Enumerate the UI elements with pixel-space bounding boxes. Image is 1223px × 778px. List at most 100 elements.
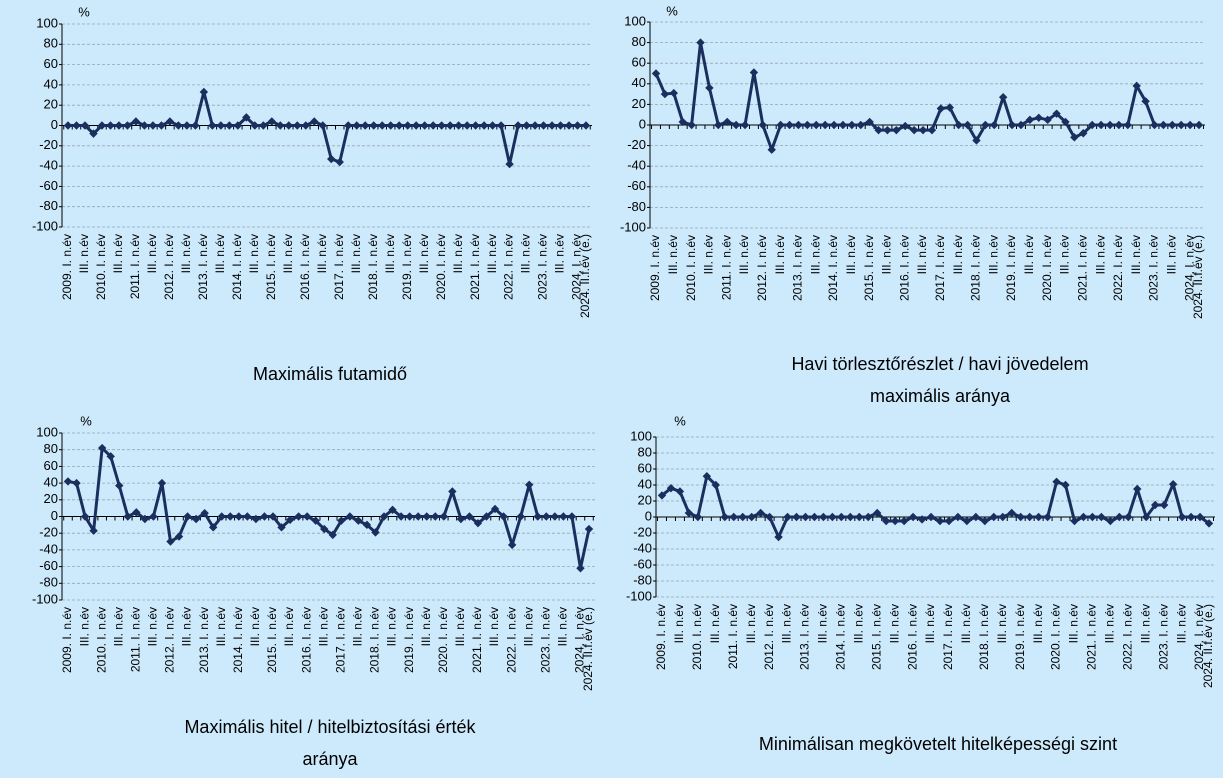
x-tick-label: III. n.év [1093, 235, 1107, 274]
data-point [838, 120, 848, 130]
chart-title: maximális aránya [870, 386, 1011, 406]
data-point [1070, 133, 1079, 142]
data-point [758, 120, 768, 130]
data-point [157, 121, 166, 130]
data-point [1007, 120, 1017, 130]
data-point [267, 117, 277, 126]
y-tick-label: 100 [624, 13, 646, 28]
y-tick-label: -20 [39, 137, 58, 152]
data-point [80, 512, 90, 521]
y-tick-label: -80 [627, 199, 646, 214]
data-point [810, 512, 819, 522]
data-point [953, 512, 963, 522]
data-point [1105, 120, 1115, 130]
data-point [311, 516, 320, 525]
x-tick-label: III. n.év [995, 604, 1009, 643]
data-point [829, 120, 839, 130]
data-point [166, 537, 175, 546]
data-point [482, 512, 491, 521]
y-tick-label: 20 [632, 96, 646, 111]
data-point [581, 121, 591, 130]
x-tick-label: III. n.év [556, 607, 570, 646]
x-tick-label: III. n.év [213, 234, 227, 273]
x-tick-label: 2014. I. n.év [230, 234, 244, 300]
data-point [403, 121, 412, 130]
data-point [533, 512, 542, 521]
data-point [945, 103, 954, 112]
y-tick-label: 60 [638, 460, 652, 475]
data-point [971, 512, 981, 522]
data-point [765, 512, 774, 522]
x-tick-label: 2014. I. n.év [834, 604, 848, 670]
data-point [488, 121, 497, 130]
x-tick-label: III. n.év [959, 604, 973, 643]
data-point [1070, 516, 1079, 526]
y-tick-label: -80 [39, 198, 58, 213]
data-point [1079, 129, 1088, 138]
data-point [72, 478, 81, 488]
data-point [1194, 120, 1204, 130]
x-tick-label: III. n.év [1058, 235, 1072, 274]
y-tick-label: 100 [36, 15, 58, 30]
x-tick-label: III. n.év [915, 235, 929, 274]
data-point [490, 504, 500, 514]
data-point [1034, 113, 1043, 122]
y-tick-label: -20 [627, 137, 646, 152]
x-tick-label: 2014. I. n.év [231, 607, 245, 673]
x-tick-label: III. n.év [146, 607, 160, 646]
data-point [651, 69, 661, 78]
data-point [1106, 516, 1115, 526]
data-point [564, 121, 574, 130]
x-tick-label: III. n.év [316, 607, 330, 646]
chart-title: Maximális futamidő [253, 364, 407, 384]
y-tick-label: -100 [620, 219, 646, 234]
x-tick-label: 2015. I. n.év [869, 604, 883, 670]
data-point [320, 524, 329, 534]
data-point [496, 121, 506, 130]
x-tick-label: III. n.év [248, 607, 262, 646]
data-point [89, 129, 98, 138]
data-point [115, 481, 124, 490]
x-tick-label: III. n.év [315, 234, 329, 273]
x-tick-label: 2020. I. n.év [436, 607, 450, 673]
x-tick-label: 2024. II.f.év (e.) [1201, 604, 1215, 688]
data-point [200, 508, 209, 518]
x-tick-label: 2021. I. n.év [1075, 235, 1089, 301]
data-point [352, 121, 361, 130]
data-point [883, 125, 892, 135]
y-tick-label: -40 [39, 158, 58, 173]
x-tick-label: III. n.év [880, 235, 894, 274]
data-point [1025, 512, 1034, 522]
data-point [191, 514, 201, 524]
y-tick-label: -80 [39, 575, 58, 590]
x-tick-label: 2011. I. n.év [128, 234, 142, 299]
data-point [899, 516, 909, 526]
data-point [1176, 120, 1186, 130]
unit-label: % [80, 413, 92, 428]
x-tick-label: 2009. I. n.év [648, 235, 662, 301]
y-tick-label: 80 [632, 34, 646, 49]
x-tick-label: 2022. I. n.év [502, 234, 516, 300]
data-point [268, 512, 278, 521]
x-tick-label: 2018. I. n.év [969, 235, 983, 301]
x-tick-label: 2013. I. n.év [196, 234, 210, 300]
data-point [437, 121, 446, 130]
x-tick-label: 2023. I. n.év [538, 607, 552, 673]
x-tick-label: 2009. I. n.év [60, 234, 74, 300]
data-point [354, 516, 363, 525]
data-point [666, 484, 676, 493]
x-tick-label: III. n.év [1174, 604, 1188, 643]
data-point [926, 512, 936, 522]
x-tick-label: 2010. I. n.év [94, 234, 108, 300]
data-point [1142, 512, 1151, 522]
y-tick-label: 40 [44, 76, 58, 91]
data-point [479, 121, 489, 130]
x-tick-label: III. n.év [417, 234, 431, 273]
data-point [559, 512, 568, 521]
data-point [97, 121, 107, 130]
data-point [448, 487, 457, 496]
data-point [174, 532, 184, 541]
data-point [310, 117, 319, 126]
x-tick-label: III. n.év [180, 607, 194, 646]
data-point [803, 120, 812, 130]
